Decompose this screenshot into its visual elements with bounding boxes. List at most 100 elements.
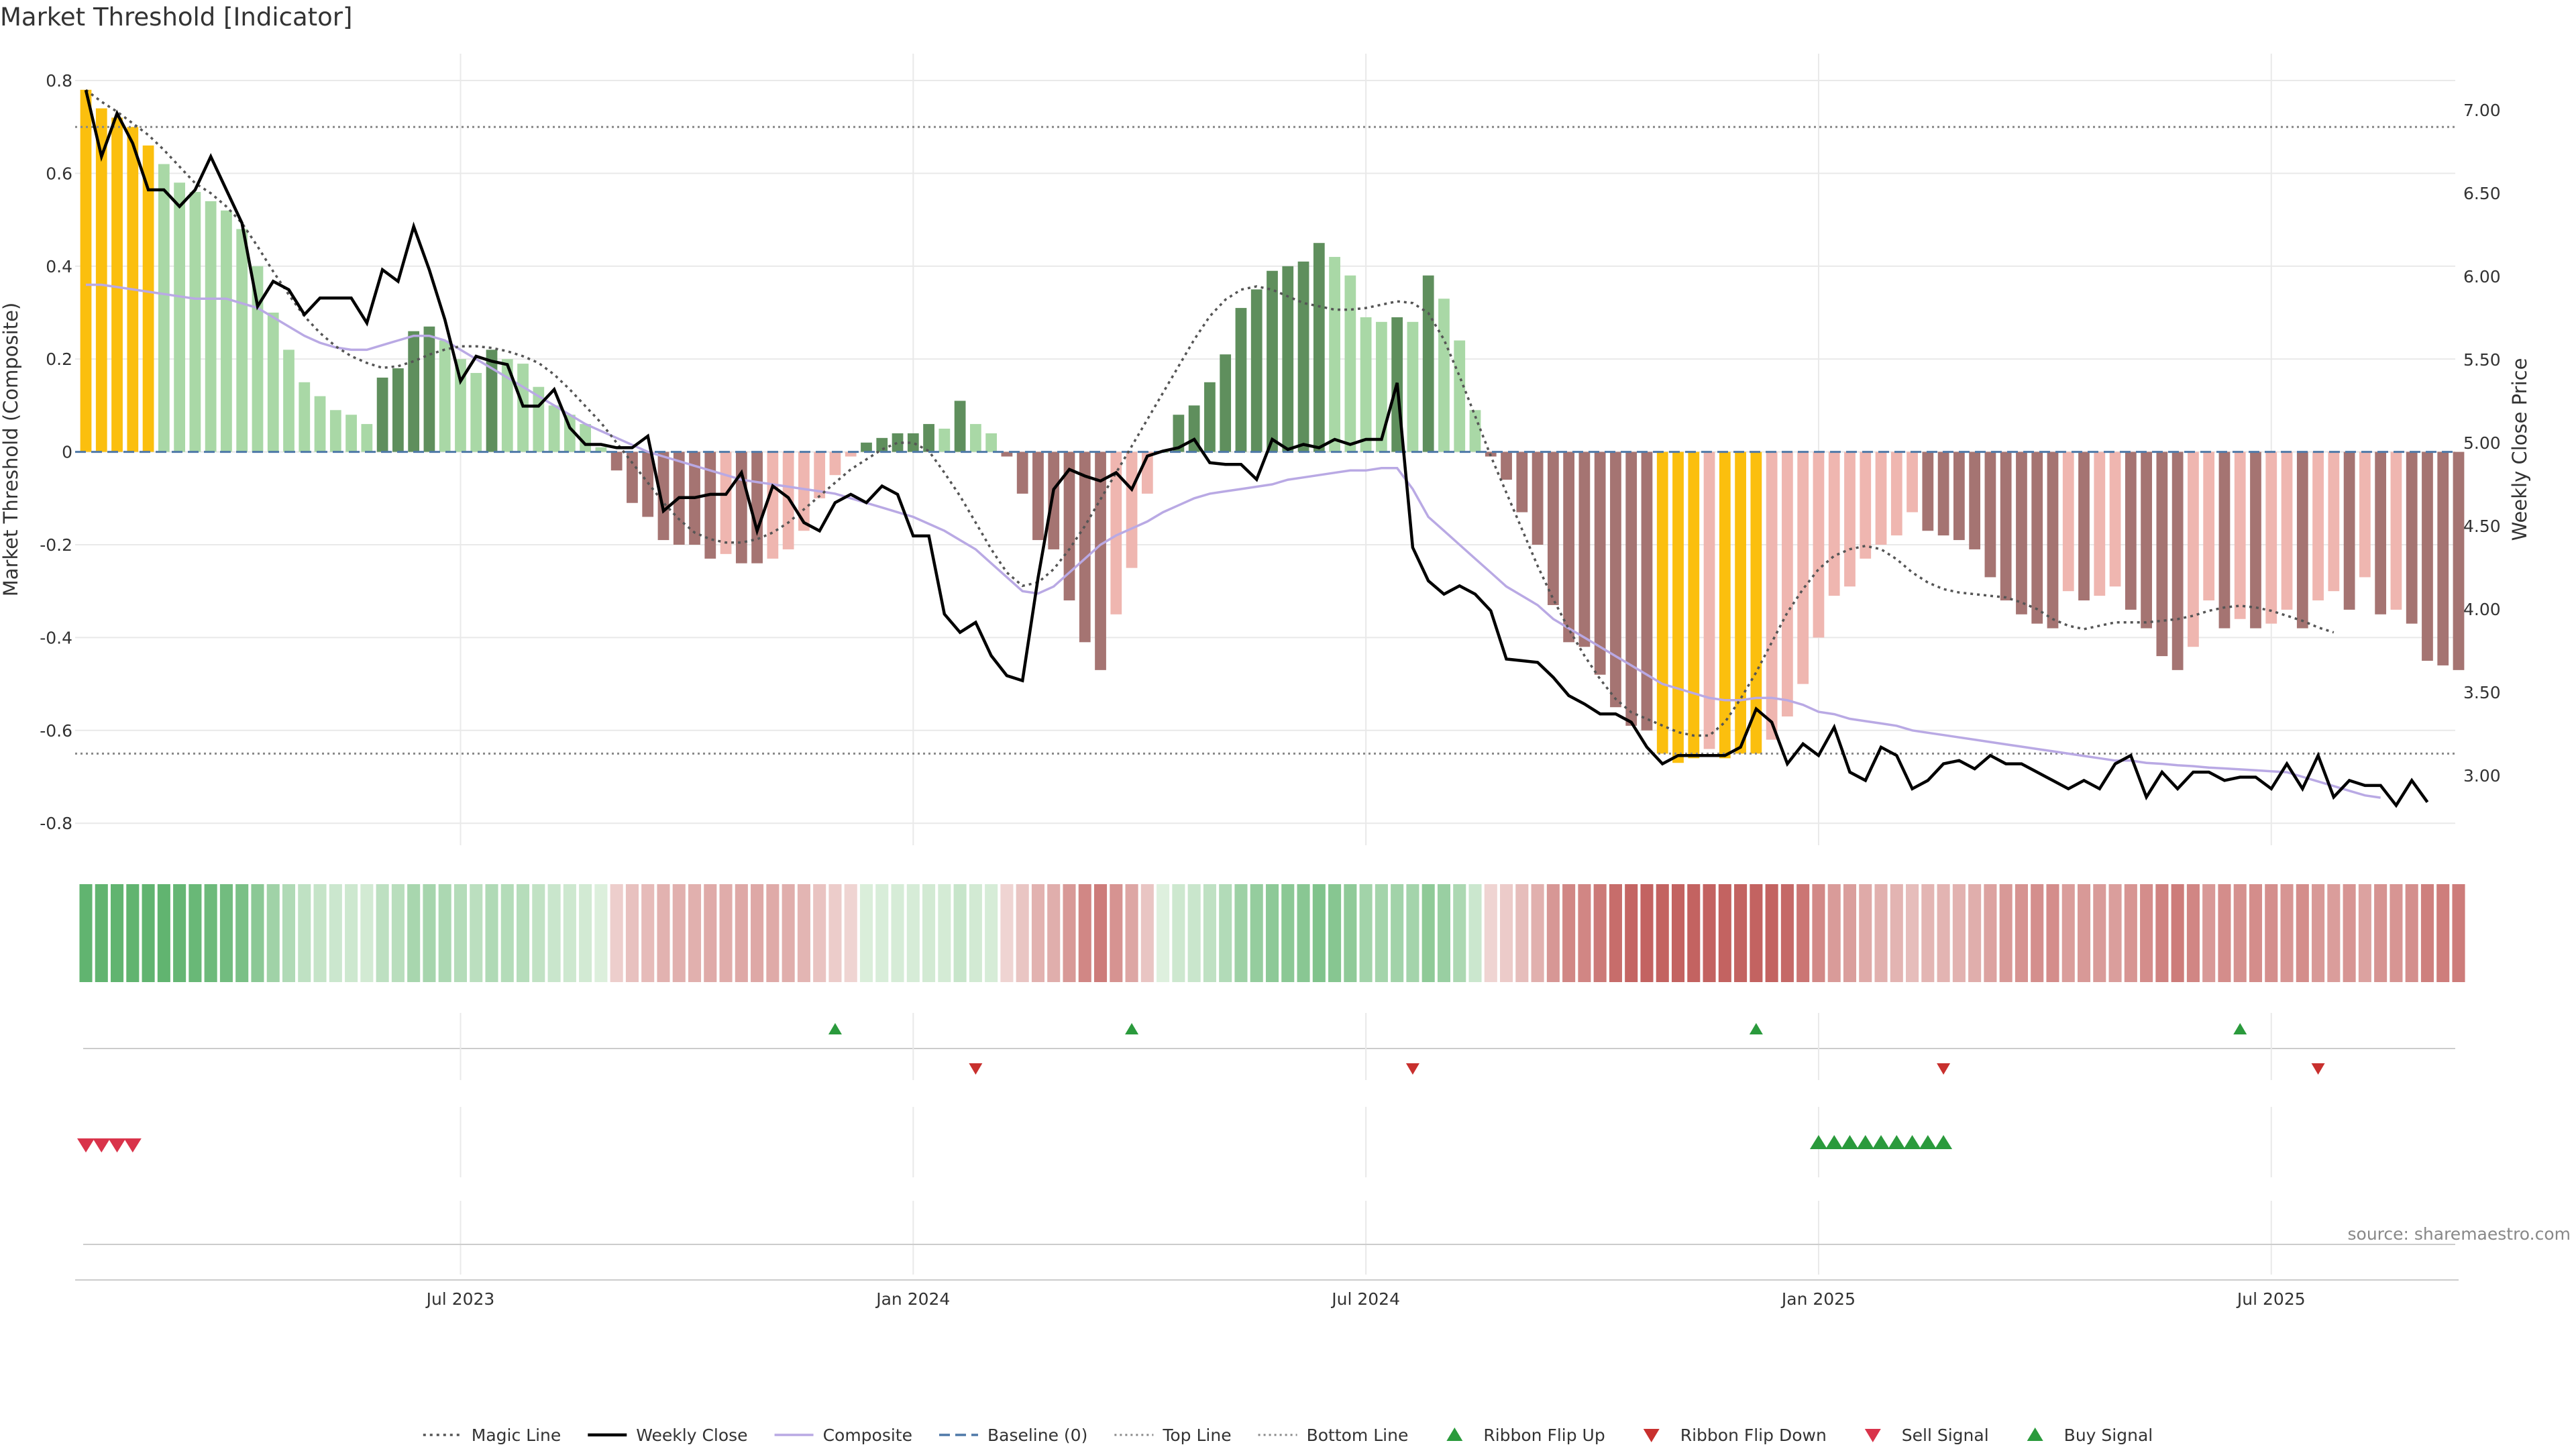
ribbon-cell xyxy=(470,884,483,982)
composite-bar xyxy=(2031,451,2043,624)
legend: Magic Line Weekly Close Composite Baseline … xyxy=(423,1426,2153,1445)
ribbon-cell xyxy=(1578,884,1591,982)
composite-bar xyxy=(142,145,154,452)
ribbon-cell xyxy=(719,884,733,982)
composite-bar xyxy=(627,451,638,503)
composite-bar xyxy=(408,331,420,452)
ribbon-cell xyxy=(1406,884,1419,982)
buy-signal-marker xyxy=(1841,1135,1859,1149)
composite-bar xyxy=(1110,451,1122,614)
composite-bar xyxy=(1625,451,1638,726)
x-axis: Jul 2023 Jan 2024 Jul 2024 Jan 2025 Jul 2025 xyxy=(75,1279,2459,1309)
ribbon-cell xyxy=(1312,884,1326,982)
ribbon-cell xyxy=(2420,884,2434,982)
x-tick-label: Jan 2025 xyxy=(1780,1289,1856,1309)
composite-line xyxy=(86,283,2381,799)
ribbon-flip-down-marker xyxy=(1937,1063,1951,1075)
composite-bar xyxy=(1313,243,1325,452)
ribbon-cell xyxy=(2108,884,2122,982)
composite-bar xyxy=(1594,451,1606,675)
ribbon-cell xyxy=(204,884,217,982)
composite-bar xyxy=(595,447,607,452)
composite-bar xyxy=(174,182,185,452)
ribbon-cell xyxy=(142,884,155,982)
composite-bar xyxy=(1890,451,1902,536)
ribbon-cell xyxy=(126,884,140,982)
ribbon-cell xyxy=(438,884,451,982)
ribbon-cell xyxy=(1110,884,1123,982)
ribbon-cell xyxy=(1687,884,1701,982)
composite-bar xyxy=(954,400,966,452)
composite-bar xyxy=(1173,415,1185,452)
ribbon-cell xyxy=(922,884,936,982)
ribbon-cell xyxy=(1140,884,1154,982)
composite-bar xyxy=(1563,451,1575,643)
ribbon-cell xyxy=(1921,884,1935,982)
ribbon-cell xyxy=(189,884,202,982)
composite-bar xyxy=(95,108,107,452)
ribbon-cell xyxy=(1765,884,1778,982)
composite-bar xyxy=(2281,451,2293,610)
composite-bar xyxy=(1656,451,1668,754)
composite-bar xyxy=(923,424,934,452)
ribbon-cell xyxy=(1968,884,1982,982)
composite-bar xyxy=(1360,317,1372,452)
legend-item: Composite xyxy=(774,1426,912,1445)
ribbon-cell xyxy=(953,884,967,982)
legend-label: Sell Signal xyxy=(1902,1426,1989,1445)
ribbon-cell xyxy=(766,884,780,982)
magic-line xyxy=(85,89,2334,737)
ribbon-cell xyxy=(2015,884,2028,982)
composite-bar xyxy=(2265,451,2277,624)
ribbon-cell xyxy=(969,884,982,982)
composite-bar xyxy=(236,229,248,452)
composite-bar xyxy=(735,451,747,564)
ribbon-cell xyxy=(1750,884,1763,982)
ribbon-cell xyxy=(1297,884,1310,982)
ribbon-cell xyxy=(376,884,389,982)
ribbon-cell xyxy=(1859,884,1872,982)
ribbon-cell xyxy=(485,884,498,982)
ribbon-cell xyxy=(1453,884,1466,982)
composite-bar xyxy=(1001,451,1013,457)
composite-bar xyxy=(1532,451,1544,545)
left-tick-label: -0.2 xyxy=(40,535,72,555)
legend-item: Weekly Close xyxy=(588,1426,748,1445)
ribbon-flip-up-marker xyxy=(828,1023,842,1034)
composite-bar xyxy=(1922,451,1934,531)
composite-bar xyxy=(1469,410,1481,452)
ribbon-cell xyxy=(1999,884,2012,982)
ribbon-cell xyxy=(1421,884,1435,982)
composite-bar xyxy=(938,429,951,452)
ribbon-cell xyxy=(1000,884,1014,982)
ribbon-cell xyxy=(2312,884,2325,982)
composite-bar xyxy=(2359,451,2371,578)
composite-bar xyxy=(2047,451,2059,629)
legend-swatch-up-triangle xyxy=(1446,1428,1463,1441)
composite-bar xyxy=(2390,451,2402,610)
ribbon-cell xyxy=(1219,884,1232,982)
ribbon-cell xyxy=(2436,884,2450,982)
right-tick-label: 6.50 xyxy=(2463,184,2501,203)
x-tick-label: Jan 2024 xyxy=(875,1289,950,1309)
ribbon-cell xyxy=(1734,884,1748,982)
ribbon-cell xyxy=(1906,884,1919,982)
ribbon-cell xyxy=(1344,884,1357,982)
ribbon-cell xyxy=(313,884,327,982)
composite-bar xyxy=(2343,451,2355,610)
ribbon-cell xyxy=(2124,884,2137,982)
ribbon-cell xyxy=(985,884,998,982)
composite-bar xyxy=(2109,451,2121,587)
composite-bar xyxy=(657,451,669,541)
ribbon-cell xyxy=(157,884,170,982)
ribbon-cell xyxy=(2358,884,2371,982)
ribbon-flip-panel xyxy=(83,1013,2455,1080)
composite-bar xyxy=(2312,451,2324,601)
composite-bar xyxy=(1032,451,1044,541)
composite-bar xyxy=(969,424,981,452)
ribbon-cell xyxy=(1593,884,1607,982)
composite-bar xyxy=(2000,451,2012,601)
composite-bar xyxy=(861,442,872,452)
ribbon-cell xyxy=(1157,884,1170,982)
composite-bar xyxy=(1703,451,1715,749)
